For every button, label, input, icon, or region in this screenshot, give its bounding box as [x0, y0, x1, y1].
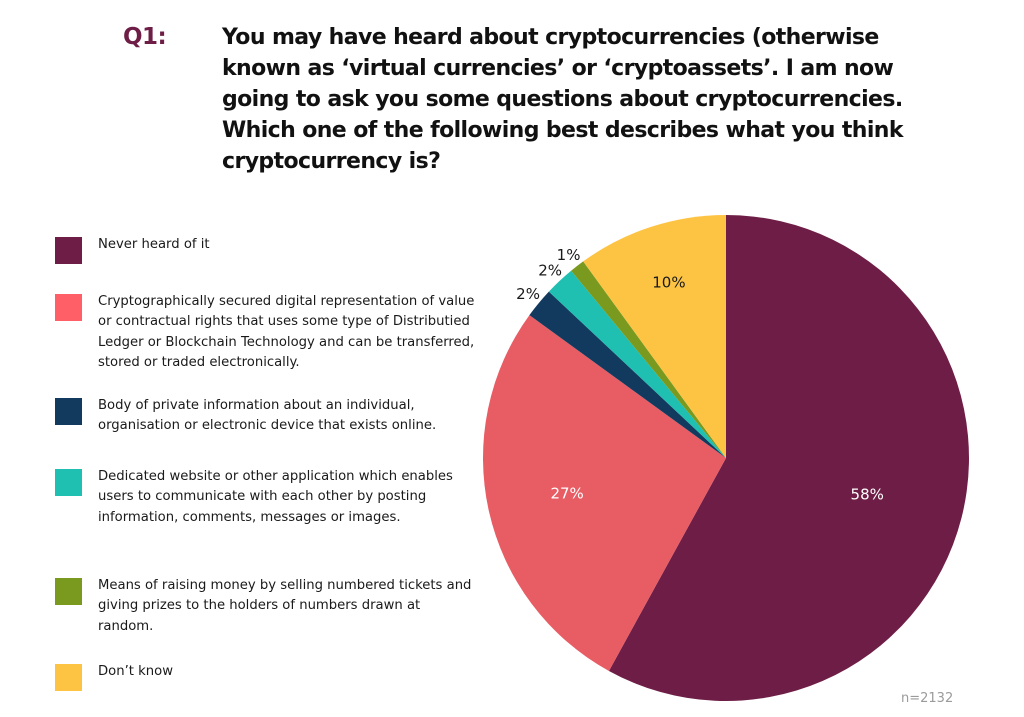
- pie-data-label: 2%: [538, 262, 562, 280]
- pie-slice-cryptographic-asset: [482, 315, 726, 671]
- legend-swatch: [55, 469, 82, 496]
- legend-swatch: [55, 294, 82, 321]
- pie-slices: [482, 215, 969, 701]
- pie-slice-private-information: [529, 291, 726, 458]
- question-text: You may have heard about cryptocurrencie…: [222, 25, 903, 174]
- sample-size-label: n=2132: [901, 691, 954, 706]
- pie-slice-never-heard: [608, 215, 969, 701]
- legend-label: Cryptographically secured digital repres…: [98, 294, 475, 370]
- question-number: Q1:: [123, 24, 167, 50]
- legend-label: Dedicated website or other application w…: [98, 469, 453, 525]
- pie-labels: 58%27%2%2%1%10%: [516, 246, 884, 503]
- pie-slice-lottery: [571, 261, 726, 458]
- pie-slice-dont-know: [583, 215, 726, 458]
- legend-swatch: [55, 578, 82, 605]
- legend-swatch: [55, 664, 82, 691]
- legend-label: Never heard of it: [98, 237, 210, 252]
- legend-label: Body of private information about an ind…: [98, 398, 437, 434]
- pie-data-label: 10%: [652, 273, 685, 291]
- legend-label: Don’t know: [98, 664, 173, 679]
- pie-data-label: 2%: [516, 285, 540, 303]
- pie-slice-social-media: [548, 270, 726, 458]
- legend-label: Means of raising money by selling number…: [98, 578, 472, 634]
- pie-data-label: 58%: [851, 485, 884, 503]
- legend-swatch: [55, 237, 82, 264]
- legend-swatch: [55, 398, 82, 425]
- pie-data-label: 27%: [550, 485, 583, 503]
- pie-data-label: 1%: [557, 246, 581, 264]
